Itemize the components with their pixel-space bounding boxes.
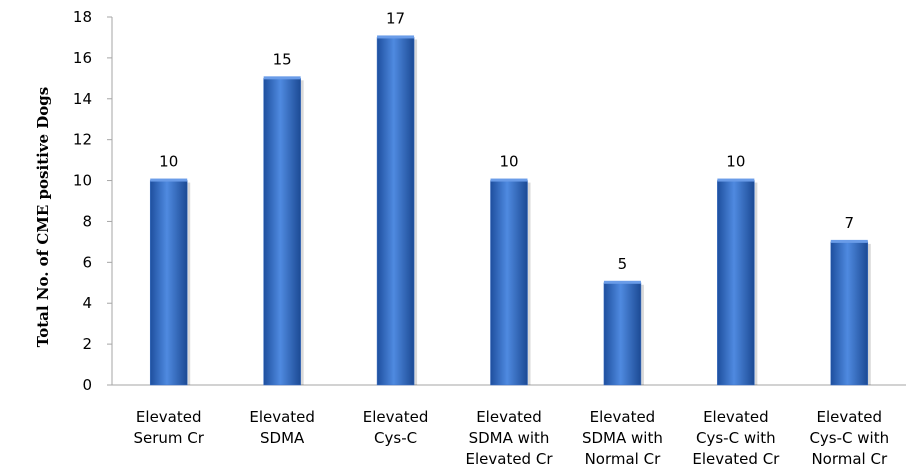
data-label: 10 — [726, 153, 745, 171]
bars — [149, 35, 871, 386]
y-tick-label: 16 — [73, 49, 92, 67]
bar-top — [150, 178, 188, 182]
category-label: Elevated Cr — [692, 450, 780, 468]
category-label: SDMA — [260, 429, 305, 447]
bar-top — [830, 239, 868, 243]
category-label: Elevated — [363, 408, 429, 426]
labels: 10 Elevated Serum Cr 15 Elevated SDMA 17 Elevat… — [133, 9, 889, 468]
y-tick-label: 4 — [82, 294, 92, 312]
category-label: SDMA with — [469, 429, 550, 447]
y-tick-label: 0 — [82, 376, 92, 394]
data-label: 5 — [618, 255, 628, 273]
data-label: 15 — [273, 50, 292, 68]
category-label: Elevated — [703, 408, 769, 426]
category-label: Elevated — [590, 408, 656, 426]
bar — [149, 180, 188, 386]
category-label: Elevated — [476, 408, 542, 426]
category-label: Normal Cr — [811, 450, 888, 468]
y-tick-label: 12 — [73, 131, 92, 149]
category-label: Cys-C — [374, 429, 417, 447]
category-label: Cys-C with — [809, 429, 889, 447]
category-label: Cys-C with — [696, 429, 776, 447]
bar — [717, 180, 755, 386]
bar — [490, 180, 528, 386]
y-tick-label: 10 — [73, 172, 92, 190]
bar-top — [377, 35, 415, 39]
category-label: Elevated — [249, 408, 315, 426]
bar-top — [490, 178, 528, 182]
axes: 0 2 4 6 8 10 12 14 16 18 — [73, 8, 906, 394]
data-label: 7 — [845, 214, 855, 232]
category-label: Normal Cr — [585, 450, 662, 468]
bar — [263, 78, 301, 386]
data-label: 10 — [499, 153, 518, 171]
bar — [603, 282, 642, 386]
y-tick-label: 14 — [73, 90, 92, 108]
data-label: 17 — [386, 9, 405, 27]
category-label: Elevated Cr — [466, 450, 554, 468]
bar-top — [263, 76, 301, 80]
category-label: Elevated — [136, 408, 202, 426]
category-label: Serum Cr — [133, 429, 204, 447]
bar — [376, 37, 415, 386]
y-tick-label: 6 — [82, 253, 92, 271]
category-label: Elevated — [816, 408, 882, 426]
bar-top — [717, 178, 755, 182]
y-tick-label: 8 — [82, 212, 92, 230]
data-label: 10 — [159, 153, 178, 171]
y-tick-label: 2 — [82, 335, 92, 353]
bar — [830, 241, 869, 386]
category-label: SDMA with — [582, 429, 663, 447]
bar-top — [603, 280, 641, 284]
y-axis-label: Total No. of CME positive Dogs — [34, 87, 52, 347]
y-tick-label: 18 — [73, 8, 92, 26]
